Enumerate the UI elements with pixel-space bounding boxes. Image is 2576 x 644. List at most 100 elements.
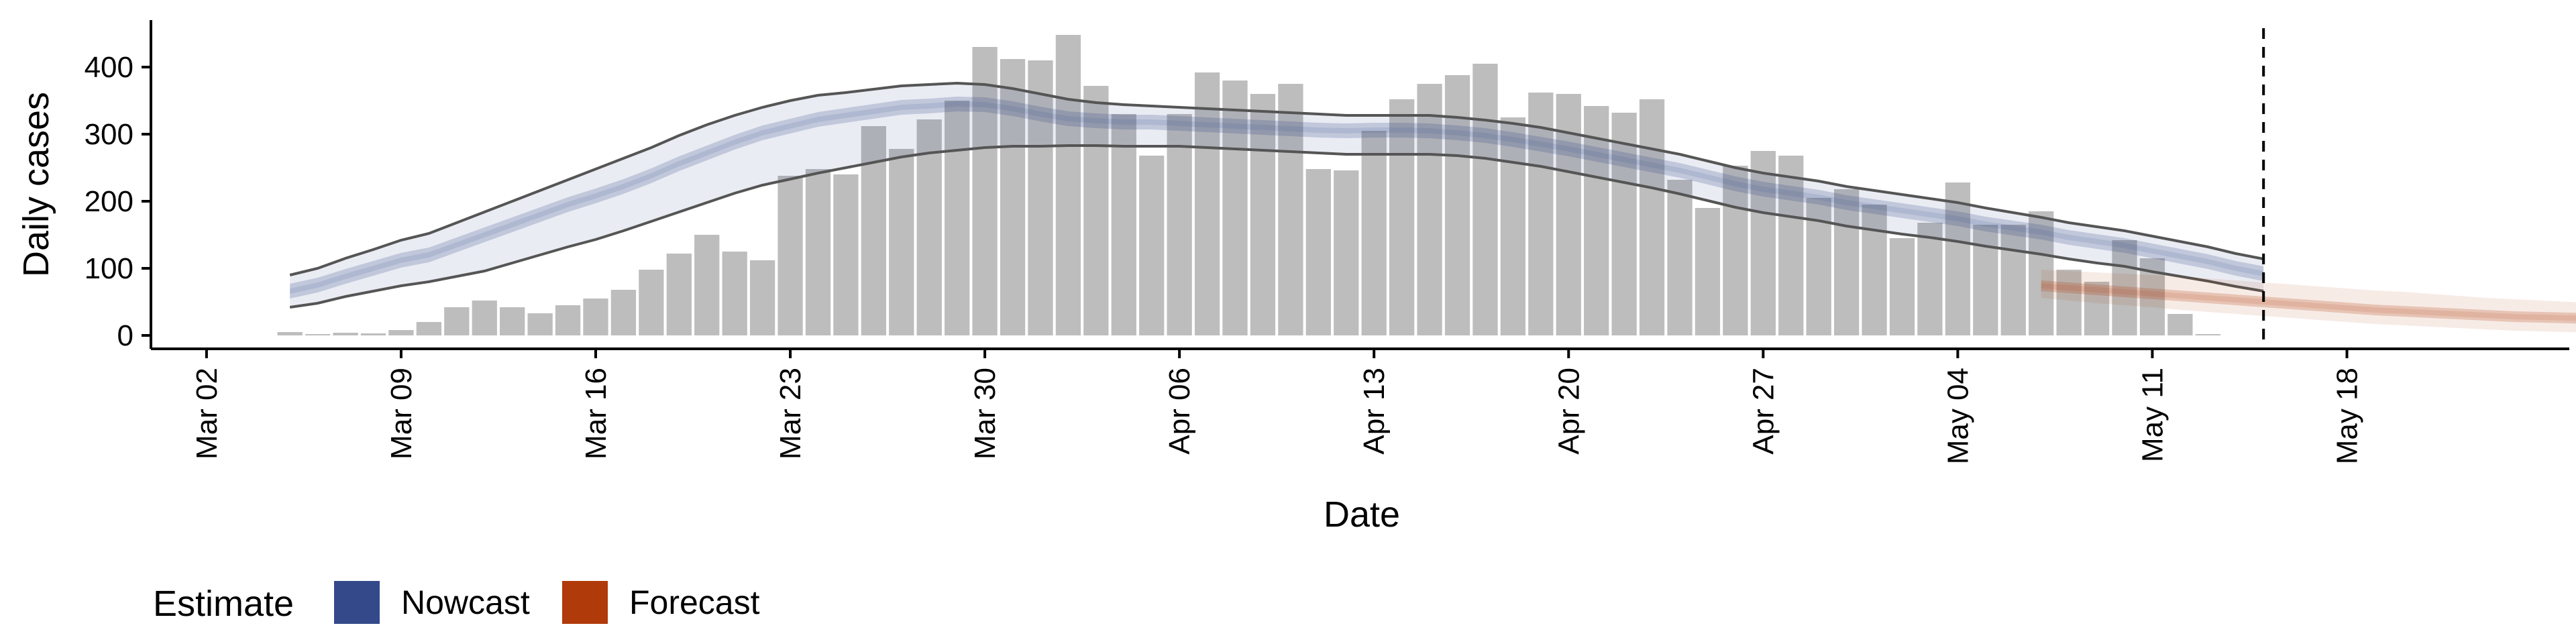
observed-bar [1528, 93, 1554, 335]
y-tick-label: 200 [85, 185, 133, 218]
observed-bar [694, 235, 720, 335]
x-tick-label: Mar 02 [191, 368, 223, 460]
observed-bar [333, 333, 358, 335]
y-tick-label: 400 [85, 51, 133, 84]
observed-bar [1111, 114, 1136, 335]
x-tick-label: Apr 27 [1747, 368, 1780, 455]
observed-bar [2000, 225, 2026, 335]
observed-bar [277, 332, 303, 335]
y-tick-label: 300 [85, 118, 133, 151]
observed-bar [1083, 86, 1109, 335]
nowcast-upper-line [289, 81, 2264, 276]
observed-bar [805, 169, 831, 335]
observed-bar [2056, 270, 2082, 335]
observed-bar [1028, 60, 1053, 335]
observed-bar [1334, 170, 1359, 335]
observed-bar [555, 305, 581, 335]
observed-bar [1778, 156, 1804, 335]
observed-bar [527, 313, 553, 335]
observed-bar [2029, 211, 2054, 335]
x-tick-label: Mar 23 [774, 368, 807, 460]
x-tick-label: Mar 30 [969, 368, 1002, 460]
observed-bar [2084, 282, 2110, 335]
observed-bar [444, 307, 470, 335]
y-tick-label: 0 [117, 319, 133, 352]
x-axis-title: Date [1324, 494, 1400, 535]
legend: Estimate Nowcast Forecast [153, 581, 760, 624]
legend-swatch-forecast [562, 581, 608, 624]
observed-bar [1361, 131, 1387, 335]
nowcast-outer-band [290, 83, 2264, 307]
observed-bar [1750, 151, 1776, 335]
observed-bar [1945, 182, 1971, 335]
observed-bar [610, 290, 637, 335]
observed-bar [777, 176, 803, 335]
observed-bar [1833, 189, 1860, 335]
observed-bar [639, 270, 664, 335]
observed-bar [1305, 169, 1331, 335]
x-tick-label: Mar 09 [385, 368, 418, 460]
observed-bar [1000, 59, 1026, 335]
nowcast-lower-line [289, 144, 2264, 309]
observed-bar [889, 149, 914, 335]
observed-bar [472, 301, 497, 335]
observed-bar [360, 333, 386, 335]
x-tick-label: May 11 [2136, 368, 2169, 462]
x-tick-label: May 18 [2331, 368, 2364, 464]
observed-bar [1667, 180, 1693, 335]
y-axis-title: Daily cases [16, 92, 56, 277]
observed-bar [388, 330, 414, 335]
observed-bar [1500, 117, 1526, 335]
x-tick-label: Mar 16 [580, 368, 612, 460]
observed-bar [1862, 205, 1887, 335]
legend-title: Estimate [153, 584, 294, 624]
observed-bar [1917, 223, 1943, 335]
y-tick-label: 100 [85, 252, 133, 285]
observed-bar [1167, 114, 1192, 335]
observed-bar [2195, 334, 2220, 335]
forecast-inner-band [2041, 280, 2576, 324]
observed-bar [1222, 80, 1248, 335]
observed-bar [1584, 106, 1609, 335]
observed-bar [666, 254, 692, 335]
forecast-median-band [2041, 283, 2576, 321]
observed-bar [1417, 84, 1442, 335]
observed-bar [1278, 84, 1303, 335]
legend-label-nowcast: Nowcast [401, 584, 530, 621]
forecast-outer-band [2041, 270, 2576, 333]
observed-bars [277, 35, 2220, 335]
observed-bar [1889, 238, 1915, 335]
x-tick-label: May 04 [1941, 368, 1974, 464]
observed-bar [1639, 99, 1665, 335]
observed-bar [1723, 166, 1748, 335]
observed-bar [1611, 113, 1637, 335]
observed-bar [416, 322, 442, 335]
x-tick-label: Apr 13 [1358, 368, 1391, 455]
legend-swatch-nowcast [334, 581, 380, 624]
observed-bar [2112, 240, 2137, 335]
observed-bar [1250, 94, 1276, 335]
x-tick-label: Apr 06 [1163, 368, 1196, 455]
observed-bar [2167, 314, 2193, 335]
observed-bar [305, 334, 331, 335]
observed-bar [1444, 75, 1470, 335]
observed-bar [1055, 35, 1081, 335]
observed-bar [1389, 99, 1415, 335]
observed-bar [500, 307, 525, 335]
observed-bar [833, 174, 859, 335]
observed-bar [945, 101, 970, 335]
observed-bar [749, 260, 775, 335]
axes: 0 100 200 300 400 Mar 02 Mar 09 Mar 16 Mar 23 Mar… [85, 20, 2569, 464]
observed-bar [1472, 64, 1498, 335]
observed-bar [1973, 225, 1998, 335]
estimate-bands [289, 81, 2576, 333]
legend-label-forecast: Forecast [629, 584, 760, 621]
observed-bar [1139, 156, 1165, 335]
observed-bar [1695, 208, 1721, 335]
observed-bar [972, 47, 998, 335]
x-tick-label: Apr 20 [1552, 368, 1585, 455]
observed-bar [583, 299, 608, 335]
observed-bar [722, 252, 747, 335]
observed-bar [1194, 72, 1220, 335]
